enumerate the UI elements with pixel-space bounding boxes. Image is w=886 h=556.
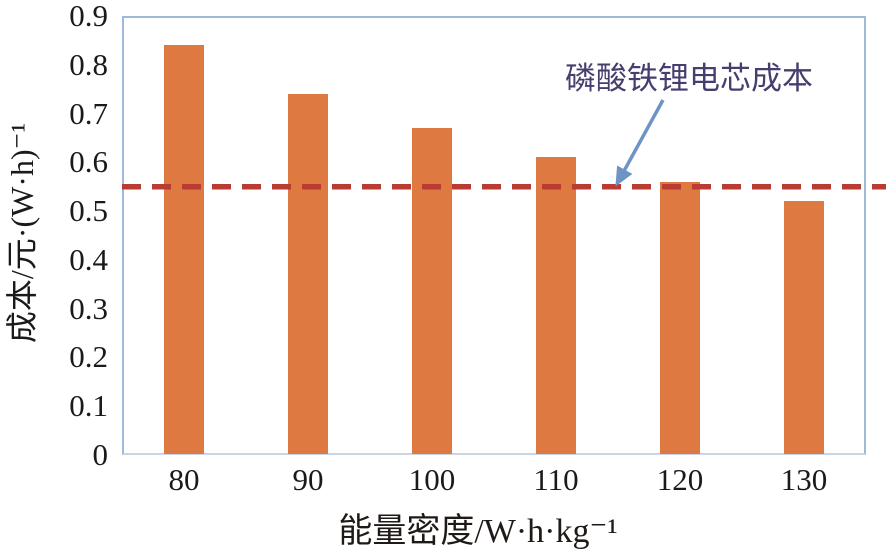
bar-120 [660,181,700,454]
bar-110 [536,157,576,454]
bar-90 [288,94,328,454]
x-tick-label: 120 [656,462,704,497]
y-tick-label: 0.4 [69,241,108,277]
y-tick-label: 0.8 [69,46,108,82]
plot-area [122,16,866,455]
x-tick-label: 90 [292,462,324,497]
y-tick-label: 0.1 [69,388,108,424]
x-tick-label: 80 [168,462,200,497]
y-tick-label: 0.3 [69,290,108,326]
y-tick-label: 0.5 [69,193,108,229]
bar-130 [784,201,824,454]
y-tick-label: 0.2 [69,339,108,375]
annotation-label: 磷酸铁锂电芯成本 [565,61,813,96]
y-tick-label: 0.9 [69,0,108,33]
x-tick-label: 130 [780,462,828,497]
x-tick-label: 110 [533,462,579,497]
x-axis-title: 能量密度/W·h·kg⁻¹ [338,513,618,550]
bar-80 [164,45,204,454]
y-axis-title: 成本/元·(W·h)⁻¹ [4,122,40,344]
y-tick-label: 0.6 [69,144,108,180]
bar-100 [412,128,452,454]
y-tick-label: 0 [92,437,109,472]
y-tick-label: 0.7 [69,95,108,131]
x-tick-label: 100 [408,462,456,497]
